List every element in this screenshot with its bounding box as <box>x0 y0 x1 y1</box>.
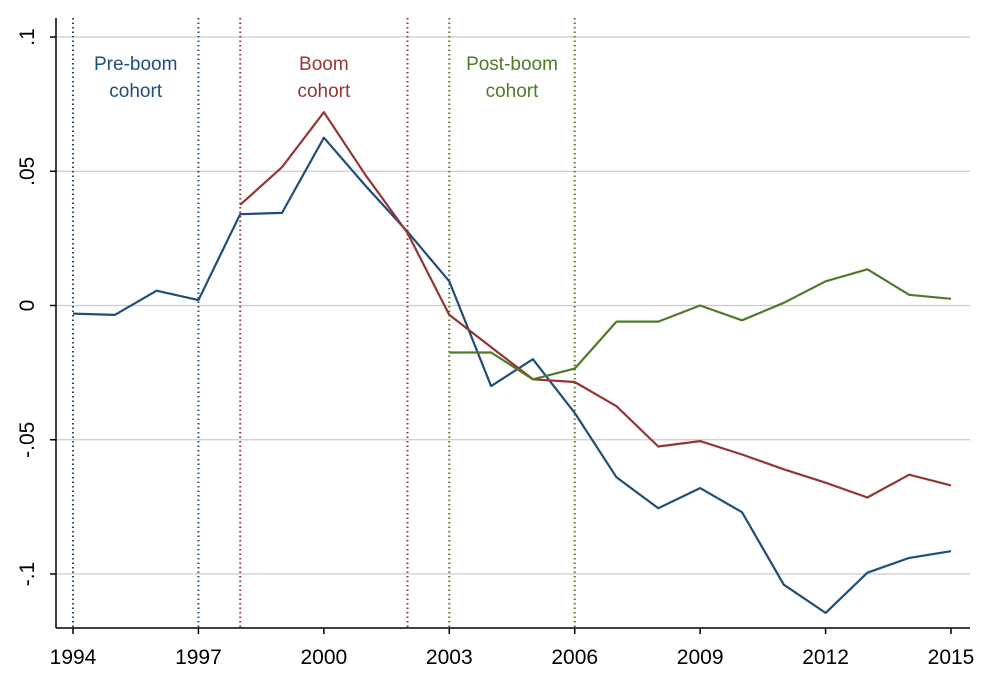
y-tick-label: 0 <box>16 300 39 312</box>
axes: .1 .05 0 -.05 -.1 1994 1997 2000 2003 2006 2009 201… <box>16 18 974 669</box>
cohort-label: Boom <box>299 54 349 75</box>
cohort-label: Pre-boom <box>94 54 177 75</box>
x-tick-label: 2006 <box>551 646 598 669</box>
x-tick-label: 2015 <box>928 646 975 669</box>
y-tick-label: .05 <box>16 157 39 186</box>
x-tick-label: 2003 <box>426 646 473 669</box>
cohort-label: Post-boom <box>466 54 558 75</box>
x-tick-label: 2000 <box>300 646 347 669</box>
x-tick-label: 1994 <box>50 646 97 669</box>
y-tick-label: -.1 <box>16 562 39 587</box>
y-tick-label: -.05 <box>16 422 39 458</box>
series-lines <box>72 111 952 615</box>
series-line-1 <box>239 111 952 499</box>
gridlines <box>56 36 970 575</box>
x-tick-label: 2012 <box>802 646 849 669</box>
series-line-0 <box>72 136 952 615</box>
cohort-annotations: Pre-boom cohort Boom cohort Post-boom cohort <box>94 54 558 102</box>
cohort-label: cohort <box>109 81 163 102</box>
cohort-label: cohort <box>486 81 540 102</box>
x-tick-label: 1997 <box>175 646 222 669</box>
cohort-label: cohort <box>297 81 351 102</box>
y-tick-label: .1 <box>16 28 39 46</box>
series-line-2 <box>449 268 952 381</box>
x-tick-label: 2009 <box>677 646 724 669</box>
